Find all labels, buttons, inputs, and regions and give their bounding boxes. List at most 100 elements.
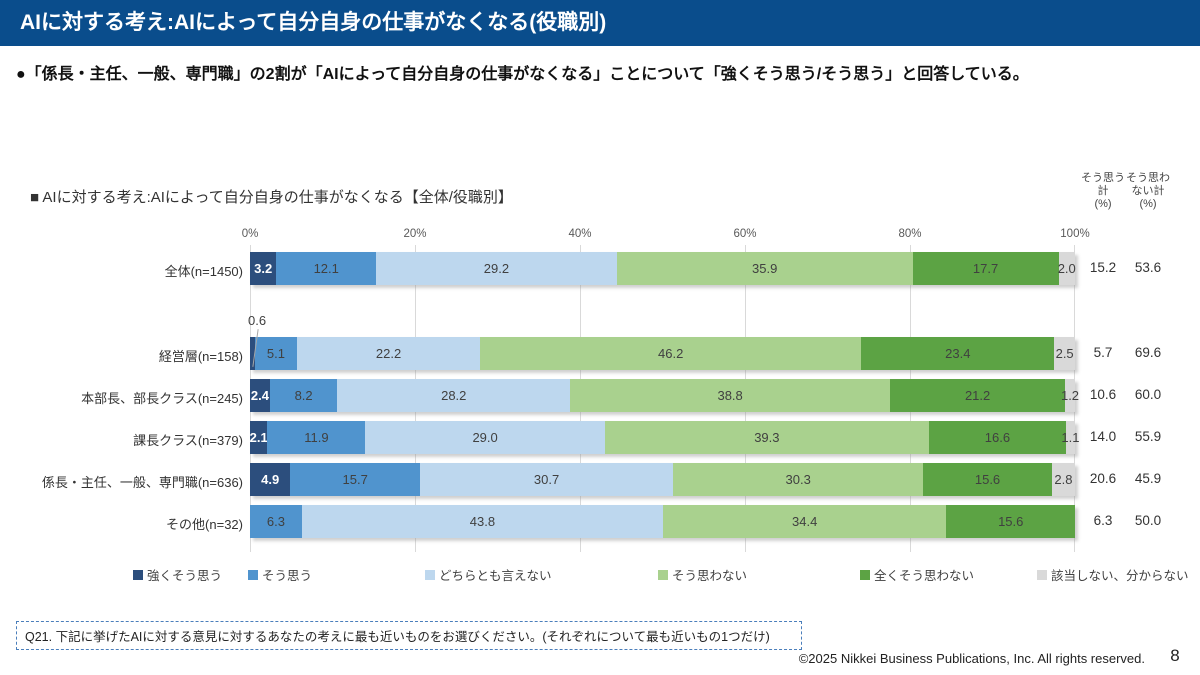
bar-segment: 1.2 [1061, 379, 1079, 412]
bar-segment-value: 15.6 [998, 514, 1024, 529]
disagree-total-header: そう思わ ない計 (%) [1121, 172, 1175, 211]
bar-segment-value: 3.2 [254, 261, 273, 276]
total-header-line: (%) [1094, 198, 1112, 210]
bar-row: 3.2 12.1 29.2 35.9 17.7 2.0 [250, 252, 1076, 285]
bar-segment-value: 23.4 [945, 346, 971, 361]
disagree-total-value: 55.9 [1134, 429, 1162, 444]
bar-segment-value: 30.7 [533, 472, 560, 487]
category-labels: 全体(n=1450) 経営層(n=158) 本部長、部長クラス(n=245) 課長クラ… [0, 245, 243, 552]
disagree-total-value: 45.9 [1134, 471, 1162, 486]
bar-segment: 43.8 [301, 505, 663, 538]
bar-segment: 3.2 [250, 252, 277, 285]
legend-label: 全くそう思わない [874, 569, 975, 583]
category-label: 係長・主任、一般、専門職(n=636) [41, 475, 243, 490]
bar-segment-value: 8.2 [294, 388, 313, 403]
bar-segment [250, 337, 255, 370]
bar-segment-value: 12.1 [313, 261, 339, 276]
bar-segment-value: 21.2 [964, 388, 991, 403]
bar-segment-value: 1.1 [1061, 430, 1080, 445]
bar-row: 5.1 22.2 46.2 23.4 2.5 [250, 337, 1075, 370]
agree-total-value: 14.0 [1089, 429, 1117, 444]
total-header-line: 計 [1097, 185, 1109, 197]
bar-segment-value: 29.2 [483, 261, 510, 276]
legend-label: そう思わない [672, 569, 748, 583]
bar-segment-value: 17.7 [972, 261, 999, 276]
bar-segment: 5.1 [254, 337, 297, 370]
axis-tick-label: 80% [898, 228, 922, 240]
legend-label: そう思う [262, 569, 313, 583]
chart-title: ■ AIに対する考え:AIによって自分自身の仕事がなくなる【全体/役職別】 [30, 189, 513, 206]
total-header-line: そう思う [1081, 172, 1125, 184]
axis-tick-label: 60% [733, 228, 757, 240]
legend-item: そう思う [248, 565, 312, 584]
bar-segment-value: 2.4 [250, 388, 269, 403]
callout-value: 0.6 [248, 313, 267, 328]
category-label: 経営層(n=158) [158, 349, 243, 364]
disagree-total-value: 69.6 [1134, 345, 1162, 360]
bar-segment-value: 46.2 [658, 346, 684, 361]
disagree-total-value: 50.0 [1134, 513, 1162, 528]
bar-row: 4.9 15.7 30.7 30.3 15.6 2.8 [250, 463, 1075, 496]
bar-segment: 46.2 [480, 337, 862, 370]
agree-total-column: 15.2 5.7 10.6 14.0 20.6 6.3 [1081, 245, 1125, 552]
bar-segment: 21.2 [890, 379, 1066, 412]
page-number: 8 [1170, 646, 1180, 665]
bar-segment-value: 35.9 [752, 261, 778, 276]
category-label: 課長クラス(n=379) [133, 433, 243, 448]
axis-tick-label: 40% [568, 228, 592, 240]
total-header-line: ない計 [1131, 185, 1165, 197]
bar-segment-value: 30.3 [785, 472, 811, 487]
legend-color-swatch-icon [658, 569, 668, 580]
legend-color-swatch-icon [425, 569, 435, 580]
plot-area: 3.2 12.1 29.2 35.9 17.7 2.0 5.1 22.2 46.2 23.4 2.5… [248, 245, 1079, 552]
bar-segment-value: 28.2 [441, 388, 467, 403]
bar-segment-value: 11.9 [304, 430, 329, 445]
bar-segment: 23.4 [861, 337, 1055, 370]
bar-segment-value: 2.5 [1055, 346, 1074, 361]
bar-segment: 1.1 [1061, 421, 1079, 454]
total-header-line: そう思わ [1126, 172, 1170, 184]
bar-segment: 12.1 [276, 252, 377, 285]
bar-segment: 6.3 [250, 505, 302, 538]
bar-row: 2.4 8.2 28.2 38.8 21.2 1.2 [250, 379, 1079, 412]
disagree-total-value: 60.0 [1134, 387, 1162, 402]
legend-color-swatch-icon [1037, 569, 1047, 580]
legend-color-swatch-icon [860, 569, 870, 580]
total-header-line: (%) [1139, 198, 1157, 210]
x-axis: 0% 20% 40% 60% 80% 100% [242, 228, 1090, 242]
category-label: 全体(n=1450) [164, 264, 243, 279]
bar-segment: 4.9 [250, 463, 291, 496]
legend: 強くそう思う そう思う どちらとも言えない そう思わない 全くそう思わない 該当しない、分… [0, 565, 1200, 583]
bar-segment: 29.0 [365, 421, 605, 454]
bar-segment: 35.9 [616, 252, 913, 285]
legend-color-swatch-icon [248, 569, 258, 580]
bar-segment: 8.2 [269, 379, 338, 412]
bar-segment-value: 39.3 [754, 430, 780, 445]
category-label: その他(n=32) [166, 517, 243, 532]
legend-item: そう思わない [658, 565, 747, 584]
bar-segment-value: 29.0 [472, 430, 498, 445]
category-label: 本部長、部長クラス(n=245) [81, 391, 243, 406]
bar-segment: 34.4 [662, 505, 947, 538]
axis-tick-label: 100% [1060, 228, 1090, 240]
bar-segment-value: 22.2 [375, 346, 402, 361]
legend-item: 全くそう思わない [860, 565, 974, 584]
agree-total-header: そう思う計 (%) [1076, 172, 1130, 211]
bar-segment: 29.2 [376, 252, 617, 285]
bar-segment: 2.8 [1051, 463, 1075, 496]
legend-label: 該当しない、分からない [1051, 569, 1189, 583]
bar-segment: 2.0 [1058, 252, 1076, 285]
bar-segment-value: 2.8 [1054, 472, 1073, 487]
agree-total-value: 10.6 [1089, 387, 1117, 402]
agree-total-value: 6.3 [1093, 513, 1113, 528]
disagree-total-value: 53.6 [1134, 260, 1162, 275]
bar-segment: 15.6 [923, 463, 1052, 496]
bar-segment-value: 2.1 [249, 430, 268, 445]
bar-segment: 22.2 [297, 337, 481, 370]
bar-segment: 38.8 [570, 379, 891, 412]
axis-tick-label: 0% [241, 228, 259, 240]
bar-segment: 28.2 [337, 379, 571, 412]
legend-item: 強くそう思う [133, 565, 222, 584]
bar-segment-value: 15.7 [342, 472, 368, 487]
bar-segment: 11.9 [267, 421, 366, 454]
